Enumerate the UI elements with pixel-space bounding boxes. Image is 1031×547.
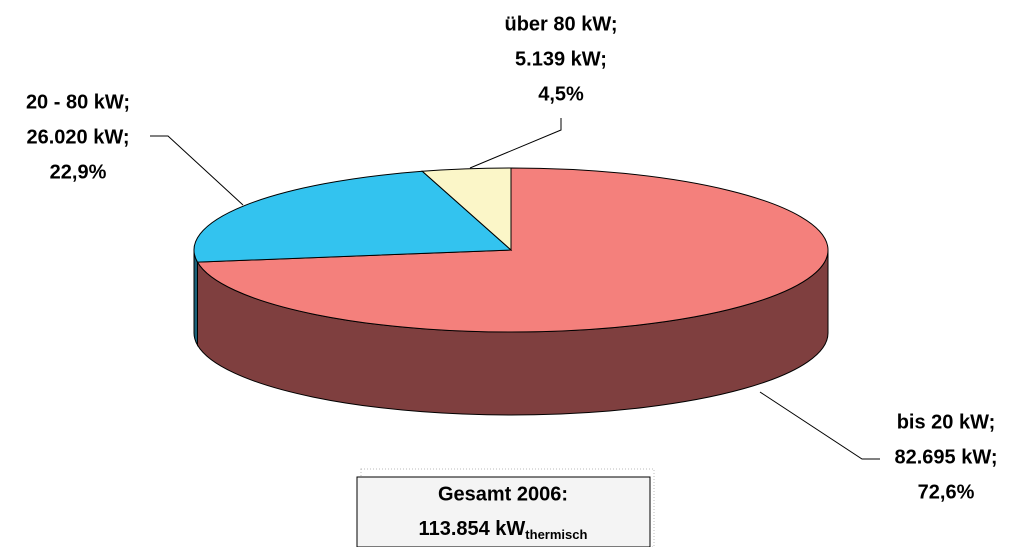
slice (193, 170, 513, 263)
slice (196, 167, 829, 333)
leader-line (469, 118, 562, 169)
percent-label: 22,9% (50, 161, 107, 183)
pie-tops (193, 167, 829, 333)
slice-label: bis 20 kW; (897, 411, 996, 433)
leader-line (759, 391, 880, 460)
slice-label: über 80 kW; (505, 13, 618, 35)
annotation-box (356, 476, 651, 547)
value-label: 26.020 kW; (26, 126, 129, 148)
value-label: 5.139 kW; (515, 48, 607, 70)
annotation-total: 113.854 kWthermisch (419, 518, 588, 542)
total: 113.854 kW (419, 518, 526, 540)
slice (421, 167, 512, 252)
value-label: 82.695 kW; (894, 446, 997, 468)
annotation-line: Gesamt 2006: (438, 483, 568, 505)
percent-label: 4,5% (538, 83, 584, 105)
leader-line (150, 135, 244, 206)
subscript: thermisch (525, 527, 587, 542)
pie (193, 167, 829, 416)
slice-side (193, 249, 199, 348)
percent-label: 72,6% (918, 481, 975, 503)
slice-label: 20 - 80 kW; (26, 91, 130, 113)
